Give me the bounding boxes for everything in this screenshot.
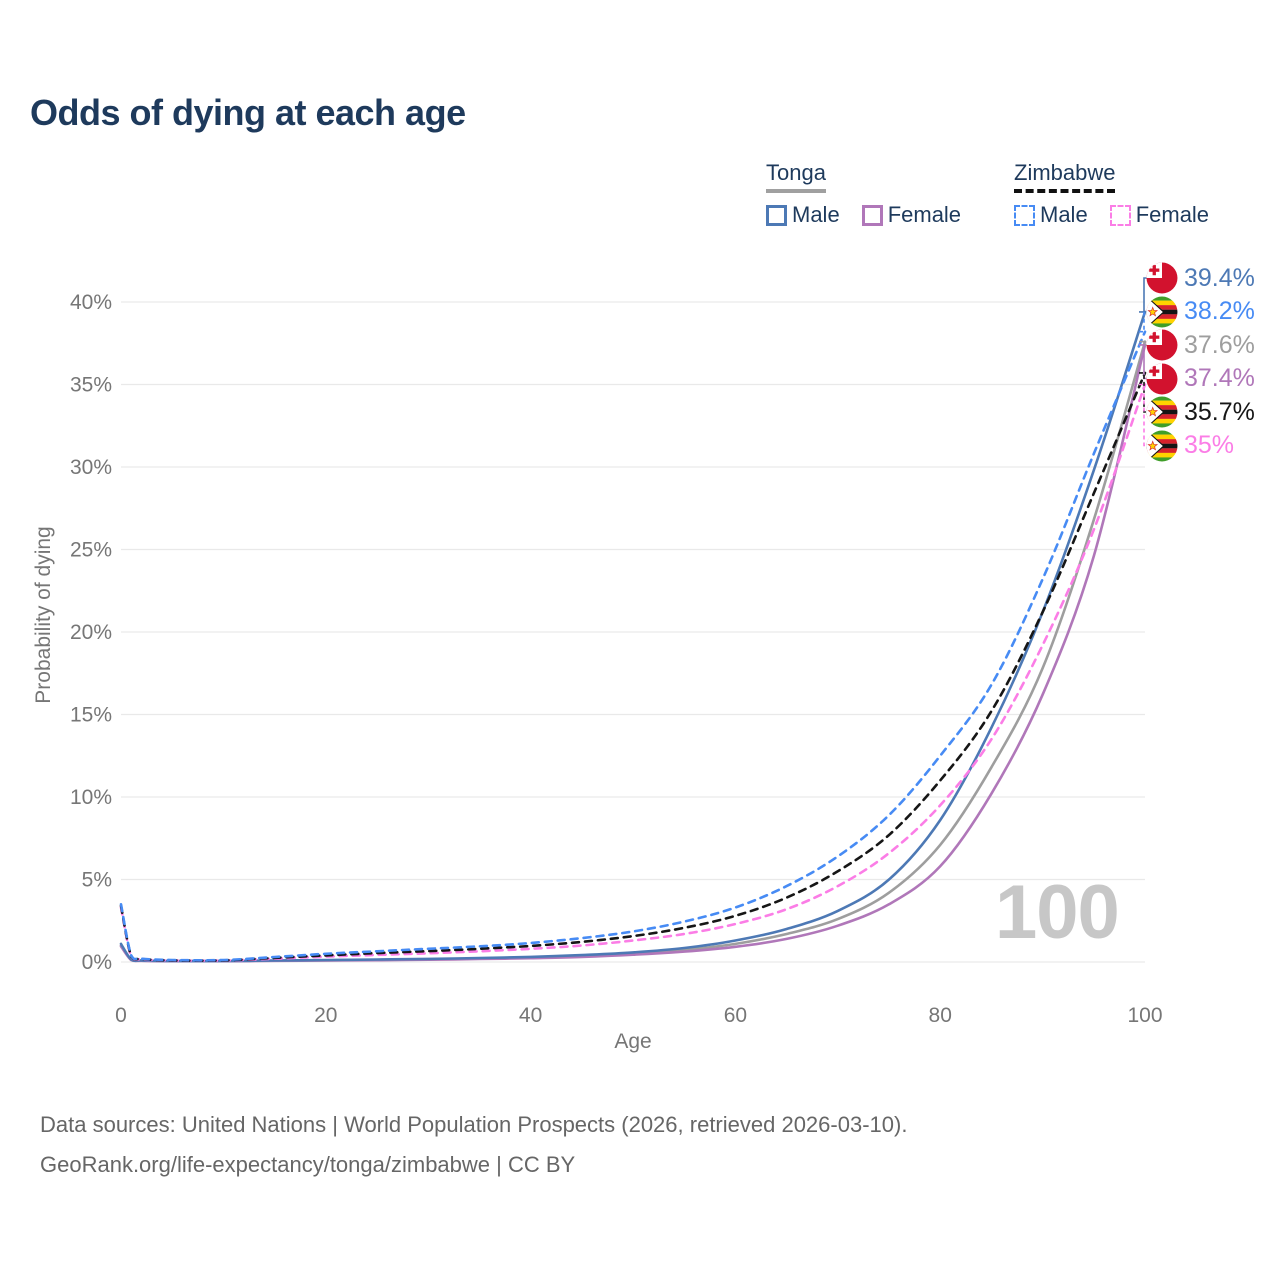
series-line-tonga-male[interactable] xyxy=(119,310,1147,963)
x-axis-tick-label: 20 xyxy=(314,1004,337,1027)
y-axis-tick-label: 15% xyxy=(70,704,112,727)
leader-line xyxy=(1139,372,1149,413)
tonga-male-swatch-icon xyxy=(766,204,787,226)
legend-item-zimbabwe-male[interactable]: Male xyxy=(1014,202,1088,228)
tonga-flag-icon xyxy=(1146,262,1178,294)
zimbabwe-flag-icon xyxy=(1146,396,1178,428)
series-line-zimbabwe-female[interactable] xyxy=(119,383,1147,962)
x-axis-tick-label: 0 xyxy=(115,1004,127,1027)
legend-item-tonga-male[interactable]: Male xyxy=(766,202,840,228)
end-label-value: 35% xyxy=(1184,431,1235,459)
zimbabwe-flag-icon xyxy=(1146,430,1178,461)
series-line-zimbabwe-male[interactable] xyxy=(119,330,1147,962)
zimbabwe-flag-icon xyxy=(1146,296,1178,327)
end-label-zimbabwe-both-sexes: 35.7% xyxy=(1146,396,1255,428)
end-label-value: 35.7% xyxy=(1184,397,1255,426)
x-axis-tick-label: 80 xyxy=(929,1004,952,1027)
y-axis-title: Probability of dying xyxy=(32,526,55,704)
leader-line xyxy=(1139,344,1149,380)
legend-item-zimbabwe-female[interactable]: Female xyxy=(1109,202,1210,228)
legend-item-tonga-female[interactable]: Female xyxy=(861,202,962,228)
end-label-zimbabwe-male: 38.2% xyxy=(1146,296,1255,328)
legend-group-tonga: Tonga Male Female xyxy=(766,160,961,228)
end-label-zimbabwe-female: 35% xyxy=(1146,430,1234,462)
legend-item-tonga-male-label: Male xyxy=(792,202,840,227)
y-axis-tick-label: 25% xyxy=(70,539,112,562)
end-label-value: 39.4% xyxy=(1184,263,1255,292)
end-label-tonga-female: 37.4% xyxy=(1146,363,1255,395)
leader-line xyxy=(1139,383,1149,447)
series-line-zimbabwe-both-sexes[interactable] xyxy=(119,371,1147,962)
footer: Data sources: United Nations | World Pop… xyxy=(40,1105,907,1185)
end-label-value: 37.4% xyxy=(1184,364,1255,392)
tonga-flag-icon xyxy=(1146,363,1178,394)
y-axis-tick-label: 0% xyxy=(82,951,112,974)
y-axis-tick-label: 40% xyxy=(70,291,112,314)
x-axis-tick-label: 100 xyxy=(1127,1004,1162,1027)
legend-group-zimbabwe: Zimbabwe Male Female xyxy=(1014,160,1209,228)
age-hover-watermark: 100 xyxy=(995,870,1120,955)
y-axis-tick-label: 10% xyxy=(70,786,112,809)
x-axis-tick-label: 60 xyxy=(724,1004,747,1027)
series-line-tonga-female[interactable] xyxy=(119,343,1147,963)
tonga-flag-icon xyxy=(1146,329,1178,361)
y-axis-tick-label: 5% xyxy=(82,869,112,892)
legend-item-zimbabwe-female-label: Female xyxy=(1135,202,1210,227)
zimbabwe-female-swatch-icon xyxy=(1109,204,1131,226)
leader-line xyxy=(1139,340,1149,346)
end-label-value: 37.6% xyxy=(1184,330,1255,359)
end-label-tonga-male: 39.4% xyxy=(1146,262,1255,294)
end-label-tonga-both-sexes: 37.6% xyxy=(1146,329,1255,361)
y-axis-tick-label: 35% xyxy=(70,374,112,397)
legend-country-tonga[interactable]: Tonga xyxy=(766,160,826,193)
y-axis-tick-label: 20% xyxy=(70,621,112,644)
footer-link-line[interactable]: GeoRank.org/life-expectancy/tonga/zimbab… xyxy=(40,1152,576,1177)
page-title: Odds of dying at each age xyxy=(30,92,466,133)
x-axis-tick-label: 40 xyxy=(519,1004,542,1027)
tonga-female-swatch-icon xyxy=(861,204,883,226)
legend-item-tonga-female-label: Female xyxy=(887,202,962,227)
leader-line xyxy=(1139,310,1149,333)
series-line-tonga-both-sexes[interactable] xyxy=(119,340,1147,963)
x-axis-title: Age xyxy=(614,1030,652,1053)
end-label-value: 38.2% xyxy=(1184,297,1255,325)
zimbabwe-male-swatch-icon xyxy=(1014,204,1035,226)
footer-source-line: Data sources: United Nations | World Pop… xyxy=(40,1112,908,1137)
legend-country-zimbabwe[interactable]: Zimbabwe xyxy=(1014,160,1116,193)
leader-line xyxy=(1139,277,1149,313)
legend-item-zimbabwe-male-label: Male xyxy=(1040,202,1088,227)
y-axis-tick-label: 30% xyxy=(70,456,112,479)
